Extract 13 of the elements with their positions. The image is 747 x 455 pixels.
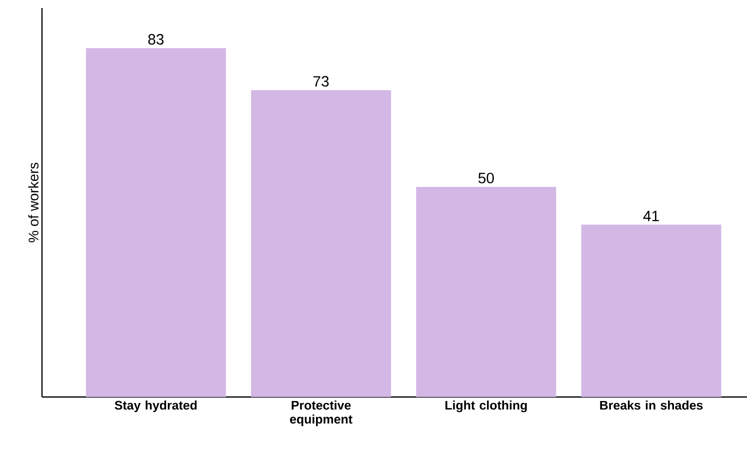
- bar: [581, 224, 722, 397]
- bar: [416, 186, 556, 397]
- x-tick-label: Stay hydrated: [114, 400, 197, 412]
- data-label: 73: [313, 76, 329, 87]
- x-tick-label: Light clothing: [445, 400, 527, 412]
- y-axis-title: % of workers: [28, 162, 38, 242]
- data-label: 50: [478, 172, 494, 184]
- x-tick-label: Protective equipment: [290, 400, 352, 426]
- bar: [251, 90, 392, 397]
- data-label: 83: [148, 34, 164, 45]
- x-tick-label: Breaks in shades: [600, 400, 703, 410]
- bar: [86, 48, 226, 397]
- data-label: 41: [643, 210, 659, 222]
